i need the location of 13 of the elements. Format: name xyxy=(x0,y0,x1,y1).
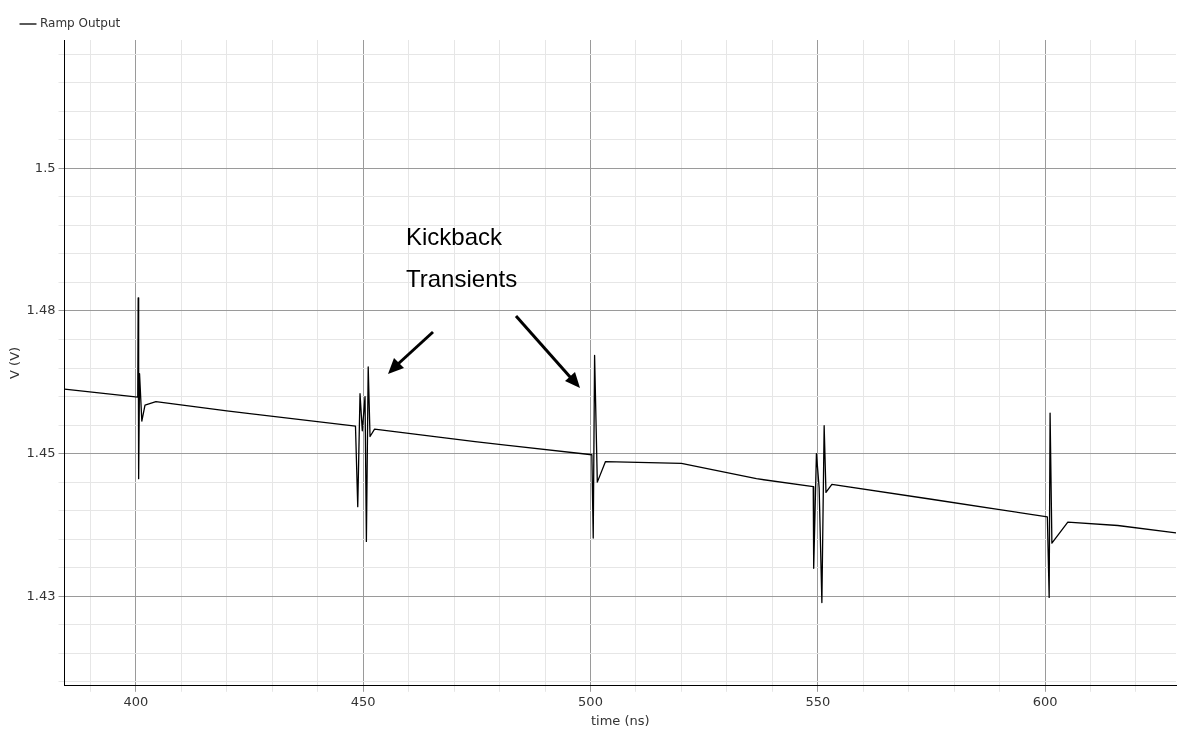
x-tick-label: 450 xyxy=(350,693,376,709)
x-tick-label: 500 xyxy=(578,693,603,709)
annotation: Kickback Transients xyxy=(405,222,519,294)
y-tick-label: 1.45 xyxy=(26,444,56,460)
x-axis-title: time (ns) xyxy=(590,712,650,728)
y-tick-label: 1.5 xyxy=(34,159,56,175)
y-axis-title: V (V) xyxy=(7,346,23,379)
y-tick-label: 1.43 xyxy=(26,587,56,603)
legend-label: Ramp Output xyxy=(40,16,121,31)
x-tick-label: 600 xyxy=(1032,693,1058,709)
y-tick-label: 1.48 xyxy=(26,302,56,318)
x-tick-label: 400 xyxy=(123,693,149,709)
x-tick-label: 550 xyxy=(805,693,831,709)
